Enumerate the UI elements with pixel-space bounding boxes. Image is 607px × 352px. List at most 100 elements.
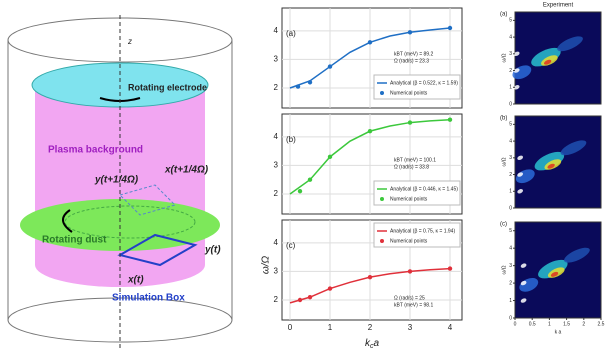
numerical-point: [367, 274, 373, 280]
heat-blob: [564, 247, 590, 263]
axis-label: z: [127, 37, 132, 46]
y-tick-label: 2: [274, 189, 279, 198]
heat-blob: [517, 155, 524, 161]
x-tick-label: 2: [582, 321, 585, 327]
numerical-point: [307, 177, 313, 182]
x-tick-label: 2.5: [598, 321, 605, 327]
label: Simulation Box: [112, 293, 185, 304]
annotation: kBT (meV) = 89.2: [394, 51, 433, 57]
y-axis-label: ω/Ω: [261, 256, 272, 275]
label: Rotating electrode: [128, 82, 207, 92]
legend-label: Analytical (β = 0.75, κ = 1.94): [390, 228, 455, 234]
heat-blob: [550, 271, 559, 277]
heatmap-title: Experiment: [543, 3, 574, 9]
x-axis-label: kca: [365, 338, 380, 350]
panel-label: (c): [500, 222, 507, 228]
x-axis-label: k a: [555, 329, 562, 335]
y-tick-label: 0: [509, 205, 512, 211]
legend: Analytical (β = 0.446, κ = 1.45) Numerica…: [373, 180, 461, 206]
y-tick-label: 2: [274, 83, 279, 92]
x-tick-label: 0: [514, 321, 517, 327]
numerical-point: [297, 188, 303, 194]
x-axis-label-part: k: [365, 338, 371, 349]
label: x(t): [127, 275, 144, 286]
heat-blob: [543, 59, 552, 65]
heat-blob: [513, 51, 520, 57]
panel-label: (b): [286, 135, 296, 144]
heat-blob: [520, 298, 527, 303]
y-tick-label: 4: [274, 26, 279, 35]
box-rotated: [119, 184, 176, 216]
y-tick-label: 1: [509, 85, 512, 91]
numerical-point: [295, 84, 301, 89]
y-tick-label: 3: [509, 263, 512, 269]
y-tick-label: 4: [274, 238, 279, 247]
x-tick-label: 2: [368, 323, 373, 332]
numerical-point: [307, 80, 313, 85]
x-tick-label: 1: [328, 323, 333, 332]
y-tick-label: 0: [509, 315, 512, 321]
x-tick-label: 1.5: [563, 321, 570, 327]
legend-label: Numerical points: [390, 196, 428, 202]
label: Rotating dust: [42, 235, 107, 246]
heat-blob: [520, 280, 527, 286]
y-tick-label: 3: [274, 55, 279, 64]
legend: Analytical (β = 0.522, κ = 1.59) Numerica…: [373, 74, 461, 100]
numerical-point: [367, 40, 373, 45]
numerical-point: [447, 117, 453, 122]
label: y(t+1/4Ω): [94, 175, 139, 186]
label: y(t): [204, 245, 221, 256]
annotation: kBT (meV) = 100.1: [394, 157, 436, 163]
heat-blob: [517, 172, 524, 177]
legend-box: [373, 222, 461, 248]
annotation: Ω (rad/s) = 25: [394, 295, 425, 301]
heat-blob: [531, 47, 561, 67]
legend-label: Analytical (β = 0.446, κ = 1.45): [390, 186, 458, 192]
y-axis-label: ω/Ω: [501, 265, 507, 274]
numerical-point: [407, 269, 413, 274]
y-tick-label: 1: [509, 189, 512, 195]
diagram: z Rotating electrode Plasma background y…: [7, 15, 233, 350]
heat-blob: [560, 140, 587, 156]
x-axis-label-part: a: [373, 338, 379, 349]
heat-blob: [513, 68, 520, 73]
x-tick-label: 3: [408, 323, 413, 332]
x-tick-label: 0: [288, 323, 293, 332]
y-tick-label: 0: [509, 101, 512, 107]
legend-label: Numerical points: [390, 90, 428, 96]
y-tick-label: 4: [274, 132, 279, 141]
legend-swatch: [380, 197, 384, 201]
legend: Analytical (β = 0.75, κ = 1.94) Numerical…: [373, 222, 461, 248]
legend-label: Analytical (β = 0.522, κ = 1.59): [390, 80, 458, 86]
x-tick-label: 0.5: [529, 321, 536, 327]
y-tick-label: 3: [509, 51, 512, 57]
panel-label: (a): [500, 12, 507, 18]
x-tick-label: 4: [448, 323, 453, 332]
annotation: kBT (meV) = 98.1: [394, 302, 433, 308]
numerical-point: [297, 297, 303, 303]
numerical-point: [327, 154, 333, 160]
rotation-arrow: [62, 209, 73, 233]
numerical-point: [327, 64, 333, 69]
plot-frame: [281, 219, 463, 321]
y-tick-label: 2: [274, 295, 279, 304]
y-axis-label: ω/Ω: [501, 53, 507, 62]
x-axis-label-sub: c: [370, 343, 374, 350]
y-tick-label: 3: [274, 267, 279, 276]
label: x(t+1/4Ω): [164, 165, 209, 176]
dust-ring: [64, 205, 196, 239]
y-axis-label: ω/Ω: [501, 157, 507, 166]
y-tick-label: 4: [509, 138, 512, 144]
y-tick-label: 5: [509, 18, 512, 24]
x-tick-label: 1: [548, 321, 551, 327]
y-tick-label: 2: [509, 172, 512, 178]
numerical-point: [307, 294, 313, 300]
panel-label: (b): [500, 116, 507, 122]
heat-blob: [517, 189, 524, 194]
legend-swatch: [380, 239, 384, 243]
heat-blob: [547, 163, 555, 169]
numerical-point: [447, 25, 453, 31]
heat-blob: [557, 36, 583, 52]
y-tick-label: 5: [509, 228, 512, 234]
